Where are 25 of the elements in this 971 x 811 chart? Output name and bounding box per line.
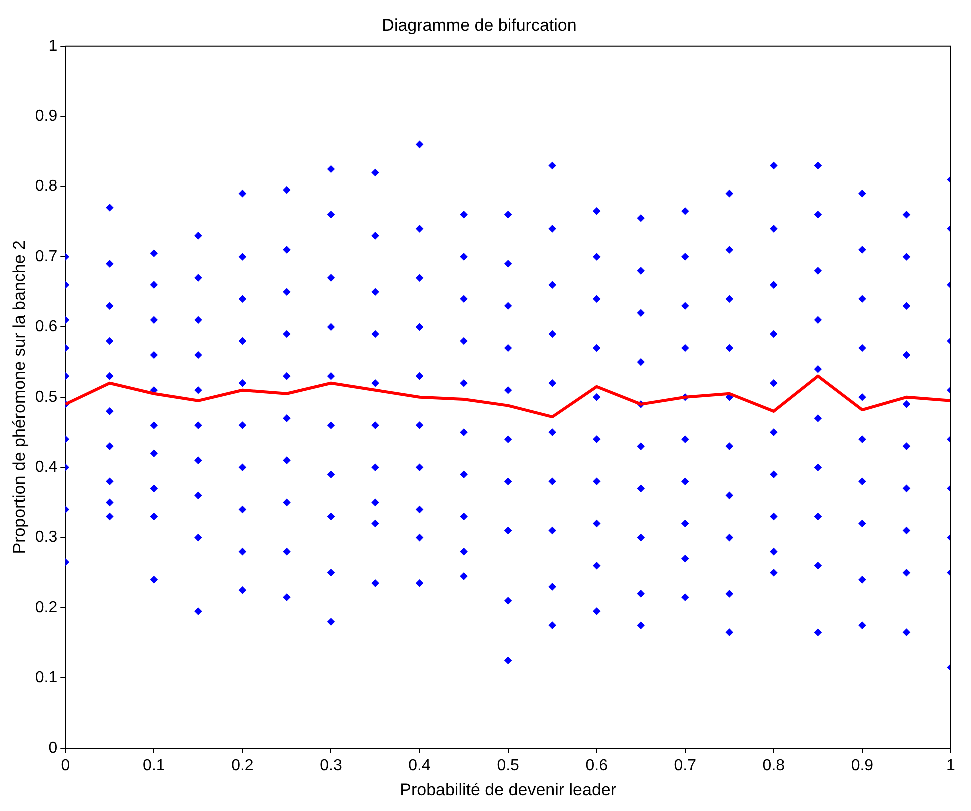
x-tick-label: 0.7 (674, 757, 697, 774)
x-tick-label: 0.3 (320, 757, 342, 774)
x-tick-label: 0.8 (762, 757, 786, 774)
x-tick-label: 0.9 (851, 757, 874, 774)
x-tick-label: 0.5 (497, 757, 520, 774)
chart-title: Diagramme de bifurcation (382, 16, 577, 35)
x-tick-label: 0.6 (586, 757, 608, 774)
x-tick-label: 0 (61, 757, 70, 774)
y-tick-label: 0.1 (35, 670, 58, 687)
y-tick-label: 0.2 (35, 599, 58, 616)
y-tick-label: 0.8 (35, 178, 58, 196)
x-tick-label: 1 (946, 757, 956, 774)
y-tick-label: 0.6 (35, 318, 58, 336)
x-tick-label: 0.1 (143, 757, 166, 774)
y-tick-label: 0.7 (35, 248, 58, 266)
x-axis-title: Probabilité de devenir leader (400, 780, 617, 800)
x-tick-label: 0.2 (232, 757, 254, 774)
x-tick-label: 0.4 (408, 757, 432, 774)
y-tick-label: 1 (48, 38, 58, 55)
y-axis-title: Proportion de phéromone sur la banche 2 (10, 240, 29, 554)
y-tick-label: 0.5 (35, 388, 58, 406)
y-tick-label: 0.3 (35, 529, 58, 546)
y-tick-label: 0.9 (35, 108, 58, 126)
y-tick-label: 0.4 (35, 459, 58, 476)
y-tick-label: 0 (48, 740, 58, 757)
